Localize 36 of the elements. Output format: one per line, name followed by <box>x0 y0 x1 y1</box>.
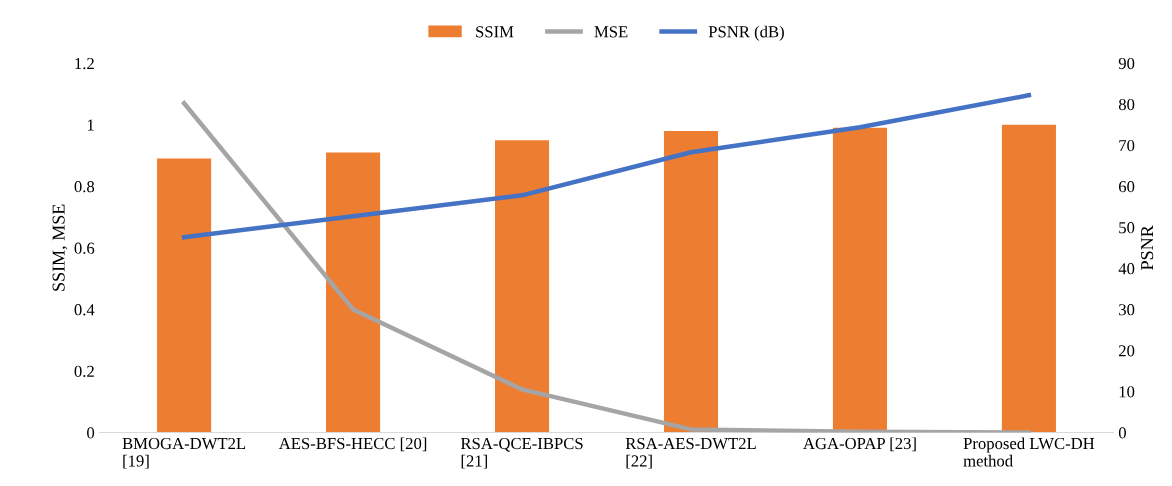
y2-tick-label: 0 <box>1118 427 1126 439</box>
y2-tick-label: 40 <box>1118 263 1135 275</box>
y2-tick-label: 70 <box>1119 139 1135 152</box>
bar <box>494 140 550 433</box>
y2-axis-title: PSNR <box>1141 225 1154 270</box>
y-tick-label: 1 <box>87 119 94 131</box>
bar <box>832 127 887 433</box>
bar <box>663 130 719 433</box>
x-tick-label: RSA-AES-DWT2L [22] <box>625 437 756 469</box>
y-tick-label: 0.2 <box>74 365 94 377</box>
x-tick-label: AES-BFS-HECC [20] <box>278 437 427 452</box>
x-tick-label: RSA-QCE-IBPCS [21] <box>460 437 583 469</box>
y2-tick-label: 90 <box>1118 57 1135 70</box>
y-tick-label: 0.4 <box>74 304 95 316</box>
y-tick-label: 0.6 <box>74 242 95 254</box>
y-axis-title: SSIM, MSE <box>52 204 68 291</box>
y-tick-label: 0.8 <box>74 181 95 193</box>
y2-tick-label: 50 <box>1119 222 1135 234</box>
bar <box>157 158 212 433</box>
y2-tick-label: 60 <box>1118 181 1135 193</box>
legend-label: MSE <box>594 26 628 38</box>
y2-tick-label: 20 <box>1118 345 1135 357</box>
x-tick-label: BMOGA-DWT2L [19] <box>122 437 246 469</box>
y2-tick-label: 10 <box>1119 386 1135 398</box>
bar <box>1001 124 1056 433</box>
y-tick-label: 0 <box>87 427 95 439</box>
y-tick-label: 1.2 <box>75 57 94 70</box>
legend-label: SSIM <box>476 26 514 38</box>
x-tick-label: AGA-OPAP [23] <box>803 437 916 452</box>
bar <box>326 152 381 433</box>
line-series <box>181 100 1032 433</box>
legend-label: PSNR (dB) <box>708 25 784 41</box>
line-series <box>181 92 1032 240</box>
y2-tick-label: 80 <box>1118 98 1135 111</box>
y2-tick-label: 30 <box>1119 304 1135 316</box>
x-tick-label: Proposed LWC-DH method <box>963 437 1095 467</box>
